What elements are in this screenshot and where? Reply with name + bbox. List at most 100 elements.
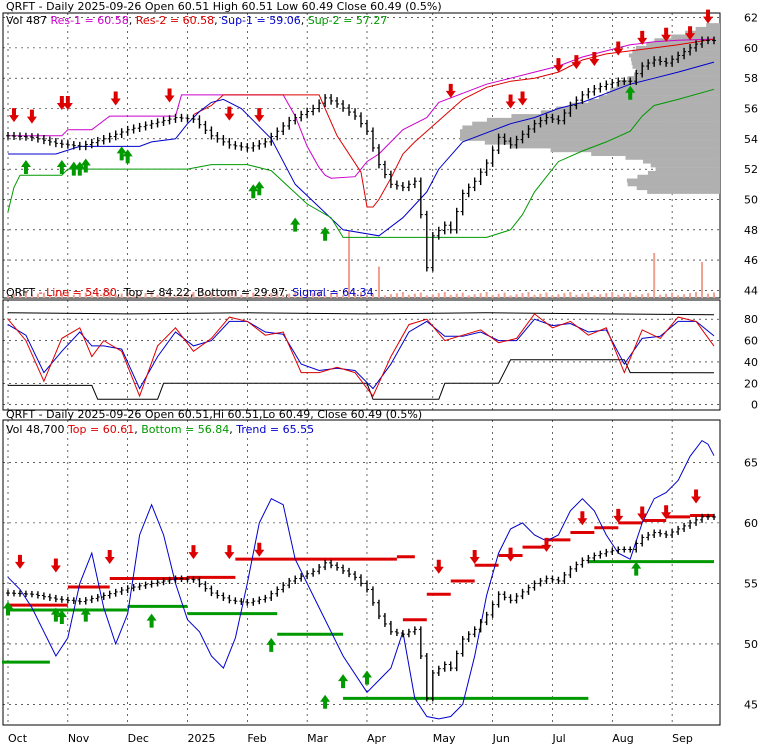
volume-bar-20 (126, 292, 129, 298)
buy-arrow-icon (80, 158, 91, 173)
volume-profile-54.00 (460, 136, 720, 141)
sell-arrow-icon (577, 511, 588, 526)
volume-bar-40 (246, 293, 249, 298)
buy-arrow-icon (254, 181, 265, 196)
volume-bar-48 (294, 292, 297, 298)
volume-bar-82 (497, 293, 500, 298)
x-label-mar: Mar (307, 732, 328, 745)
volume-bar-78 (473, 294, 476, 298)
volume-bar-19 (120, 293, 123, 298)
volume-profile-57.75 (619, 79, 720, 84)
volume-bar-45 (276, 292, 279, 298)
volume-profile-60.75 (671, 34, 720, 39)
volume-bar-97 (587, 292, 590, 298)
buy-arrow-icon (80, 607, 91, 622)
sell-arrow-icon (685, 26, 696, 41)
volume-profile-53.00 (591, 151, 720, 156)
sell-arrow-icon (553, 58, 564, 73)
volume-bar-86 (521, 293, 524, 298)
price-ytick-52: 52 (744, 163, 758, 176)
sell-arrow-icon (224, 106, 235, 121)
volume-bar-8 (54, 294, 57, 298)
sell-arrow-icon (661, 27, 672, 42)
volume-profile-59.25 (630, 57, 720, 62)
volume-bar-63 (383, 295, 386, 298)
volume-profile-52.50 (643, 159, 720, 164)
osc-bottom-line (8, 359, 715, 400)
volume-bar-96 (581, 293, 584, 298)
volume-profile-57.25 (610, 87, 720, 92)
sell-arrow-icon (505, 94, 516, 109)
sell-arrow-icon (110, 91, 121, 106)
buy-arrow-icon (290, 217, 301, 232)
volume-profile-53.75 (484, 140, 720, 145)
res2-line (193, 38, 715, 208)
volume-profile-58.75 (632, 64, 720, 69)
volume-profile-59.50 (628, 53, 720, 58)
volume-profile-53.50 (511, 144, 720, 149)
volume-profile-61.50 (706, 23, 720, 28)
volume-bar-47 (288, 293, 291, 298)
volume-bar-41 (252, 292, 255, 298)
volume-bar-3 (24, 292, 27, 298)
volume-profile-61.25 (695, 26, 720, 31)
osc-ytick-20: 20 (744, 377, 758, 390)
trend-ytick-55: 55 (744, 577, 758, 590)
volume-bar-14 (90, 295, 93, 298)
oscillator-panel-frame (2, 299, 721, 411)
volume-bar-66 (401, 292, 404, 298)
trend-line (7, 439, 715, 720)
buy-arrow-icon (68, 161, 79, 176)
volume-bar-111 (671, 292, 674, 298)
sell-arrow-icon (613, 508, 624, 523)
volume-profile-51.00 (627, 182, 720, 187)
volume-profile-54.75 (462, 125, 720, 130)
buy-arrow-icon (361, 670, 372, 685)
volume-bar-53 (324, 294, 327, 298)
volume-bar-114 (689, 293, 692, 298)
x-label-jul: Jul (551, 732, 565, 745)
sell-arrow-icon (637, 30, 648, 45)
volume-bar-69 (419, 292, 422, 298)
volume-bar-0 (7, 295, 9, 298)
volume-profile-59.75 (632, 49, 720, 54)
buy-arrow-icon (116, 146, 127, 161)
volume-bar-42 (258, 295, 261, 298)
volume-bar-60 (365, 294, 368, 298)
volume-profile-55.00 (472, 121, 720, 126)
sell-arrow-icon (469, 550, 480, 565)
volume-bar-1 (12, 294, 15, 298)
sell-arrow-icon (691, 489, 702, 504)
volume-profile-57.50 (616, 83, 720, 88)
volume-profile-56.25 (570, 102, 720, 107)
volume-bar-74 (449, 294, 452, 298)
x-label-2025: 2025 (187, 732, 215, 745)
volume-bar-49 (300, 295, 303, 298)
volume-bar-21 (132, 295, 135, 298)
volume-bar-12 (78, 293, 81, 298)
osc-ytick-40: 40 (744, 356, 758, 369)
volume-bar-50 (306, 294, 309, 298)
buy-arrow-icon (56, 610, 67, 625)
volume-profile-61.00 (685, 30, 720, 35)
trend-ytick-65: 65 (744, 456, 758, 469)
osc-ytick-0: 0 (751, 399, 758, 412)
sell-arrow-icon (505, 547, 516, 562)
sell-arrow-icon (433, 559, 444, 574)
volume-bar-75 (455, 293, 458, 298)
sell-arrow-icon (104, 550, 115, 565)
volume-bar-104 (629, 292, 632, 298)
volume-bar-37 (228, 293, 231, 298)
price-ytick-44: 44 (744, 284, 758, 297)
volume-bar-68 (413, 293, 416, 298)
volume-profile-55.25 (486, 117, 720, 122)
price-ytick-46: 46 (744, 254, 758, 267)
volume-bar-117 (707, 293, 710, 298)
volume-bar-62 (377, 266, 380, 298)
buy-arrow-icon (338, 674, 349, 689)
volume-bar-32 (198, 294, 201, 298)
volume-bar-106 (641, 294, 644, 298)
price-ytick-50: 50 (744, 193, 758, 206)
volume-bar-39 (240, 294, 243, 298)
